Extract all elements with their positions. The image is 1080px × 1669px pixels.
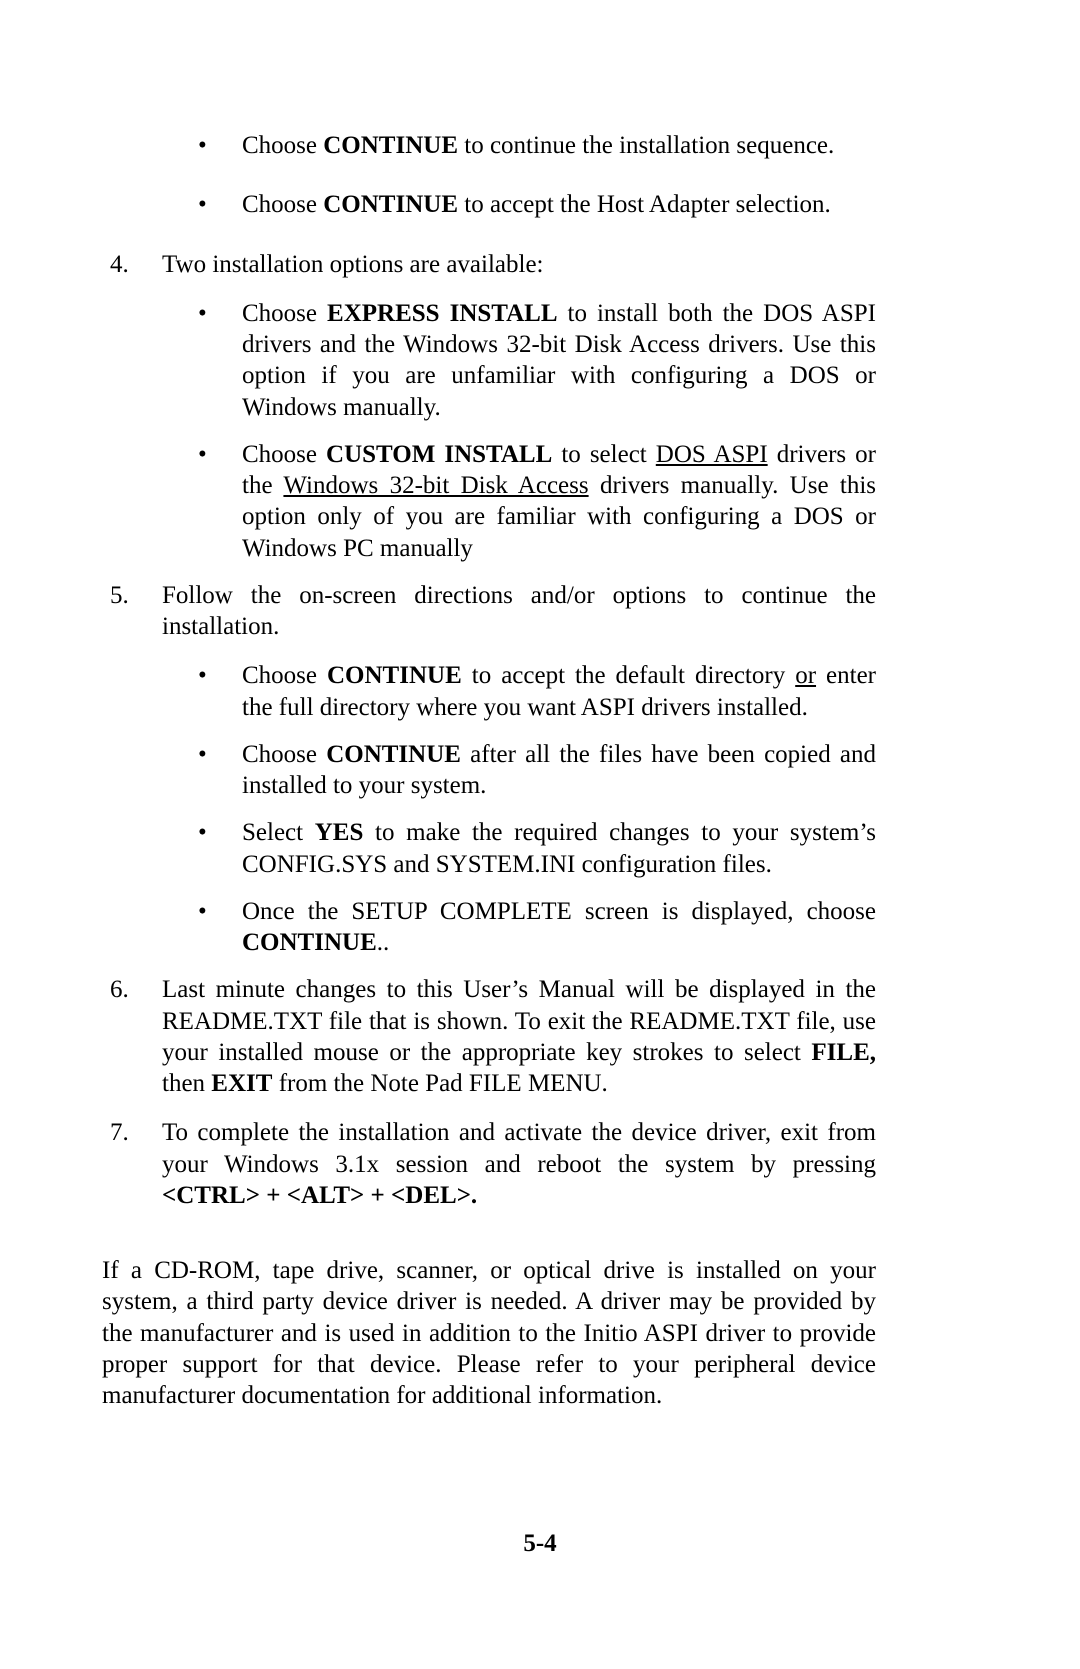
text-run: to continue the installation sequence. bbox=[458, 132, 834, 159]
list-item: •Choose CONTINUE to accept the Host Adap… bbox=[198, 189, 876, 220]
item-text: Follow the on-screen directions and/or o… bbox=[162, 580, 876, 643]
list-item-text: Once the SETUP COMPLETE screen is displa… bbox=[242, 896, 876, 959]
list-item-text: Choose CONTINUE after all the files have… bbox=[242, 739, 876, 802]
item-text: Last minute changes to this User’s Manua… bbox=[162, 974, 876, 1099]
text-run: Last minute changes to this User’s Manua… bbox=[162, 976, 876, 1066]
text-run: Choose bbox=[242, 741, 326, 768]
text-run: CONTINUE bbox=[323, 191, 458, 218]
bullet-icon: • bbox=[198, 817, 242, 880]
text-run: EXPRESS INSTALL bbox=[327, 300, 557, 327]
numbered-item: 6.Last minute changes to this User’s Man… bbox=[102, 974, 876, 1099]
bullet-icon: • bbox=[198, 896, 242, 959]
list-item-text: Select YES to make the required changes … bbox=[242, 817, 876, 880]
item-number: 6. bbox=[102, 974, 162, 1099]
text-run: CUSTOM INSTALL bbox=[326, 441, 552, 468]
text-run: from the Note Pad FILE MENU. bbox=[272, 1070, 607, 1097]
text-run: Two installation options are available: bbox=[162, 251, 543, 278]
bullet-icon: • bbox=[198, 298, 242, 423]
text-run: or bbox=[795, 662, 816, 689]
list-item: •Select YES to make the required changes… bbox=[198, 817, 876, 880]
list-item-text: Choose CONTINUE to accept the Host Adapt… bbox=[242, 189, 876, 220]
item-number: 4. bbox=[102, 249, 162, 280]
bullet-icon: • bbox=[198, 439, 242, 564]
text-run: Once the SETUP COMPLETE screen is displa… bbox=[242, 898, 876, 925]
footer-paragraph: If a CD-ROM, tape drive, scanner, or opt… bbox=[102, 1255, 876, 1411]
text-run: Choose bbox=[242, 132, 323, 159]
text-run: Choose bbox=[242, 191, 323, 218]
list-item-text: Choose EXPRESS INSTALL to install both t… bbox=[242, 298, 876, 423]
sub-bullet-list: •Choose CONTINUE to accept the default d… bbox=[198, 660, 876, 958]
text-run: FILE, bbox=[811, 1039, 876, 1066]
list-item-text: Choose CONTINUE to continue the installa… bbox=[242, 130, 876, 161]
text-run: Windows 32-bit Disk Access bbox=[283, 472, 588, 499]
text-run: Choose bbox=[242, 300, 327, 327]
numbered-item: 4.Two installation options are available… bbox=[102, 249, 876, 280]
text-run: CONTINUE bbox=[327, 662, 462, 689]
list-item-text: Choose CONTINUE to accept the default di… bbox=[242, 660, 876, 723]
item-text: Two installation options are available: bbox=[162, 249, 876, 280]
page-number: 5-4 bbox=[0, 1528, 1080, 1559]
text-run: CONTINUE bbox=[242, 929, 377, 956]
text-run: Follow the on-screen directions and/or o… bbox=[162, 582, 876, 640]
numbered-item: 7.To complete the installation and activ… bbox=[102, 1117, 876, 1211]
text-run: .. bbox=[377, 929, 390, 956]
text-run: to accept the Host Adapter selection. bbox=[458, 191, 831, 218]
item-number: 5. bbox=[102, 580, 162, 643]
text-run: To complete the installation and activat… bbox=[162, 1119, 876, 1177]
text-run: <CTRL> + <ALT> + <DEL>. bbox=[162, 1182, 477, 1209]
bullet-icon: • bbox=[198, 739, 242, 802]
text-run: to accept the default directory bbox=[462, 662, 795, 689]
item-number: 7. bbox=[102, 1117, 162, 1211]
list-item: •Choose EXPRESS INSTALL to install both … bbox=[198, 298, 876, 423]
list-item: •Once the SETUP COMPLETE screen is displ… bbox=[198, 896, 876, 959]
document-page: •Choose CONTINUE to continue the install… bbox=[0, 0, 1080, 1669]
text-run: Choose bbox=[242, 441, 326, 468]
text-run: EXIT bbox=[211, 1070, 272, 1097]
text-run: If a CD-ROM, tape drive, scanner, or opt… bbox=[102, 1257, 876, 1409]
text-run: YES bbox=[315, 819, 364, 846]
text-run: CONTINUE bbox=[326, 741, 461, 768]
list-item: •Choose CONTINUE to accept the default d… bbox=[198, 660, 876, 723]
text-run: then bbox=[162, 1070, 211, 1097]
text-run: DOS ASPI bbox=[656, 441, 768, 468]
top-bullet-list: •Choose CONTINUE to continue the install… bbox=[198, 130, 876, 221]
text-run: Select bbox=[242, 819, 315, 846]
list-item-text: Choose CUSTOM INSTALL to select DOS ASPI… bbox=[242, 439, 876, 564]
item-text: To complete the installation and activat… bbox=[162, 1117, 876, 1211]
sub-bullet-list: •Choose EXPRESS INSTALL to install both … bbox=[198, 298, 876, 564]
bullet-icon: • bbox=[198, 660, 242, 723]
bullet-icon: • bbox=[198, 130, 242, 161]
list-item: •Choose CONTINUE after all the files hav… bbox=[198, 739, 876, 802]
text-run: CONTINUE bbox=[323, 132, 458, 159]
page-content: •Choose CONTINUE to continue the install… bbox=[102, 130, 876, 1411]
list-item: •Choose CUSTOM INSTALL to select DOS ASP… bbox=[198, 439, 876, 564]
list-item: •Choose CONTINUE to continue the install… bbox=[198, 130, 876, 161]
text-run: to select bbox=[552, 441, 656, 468]
text-run: Choose bbox=[242, 662, 327, 689]
numbered-item: 5.Follow the on-screen directions and/or… bbox=[102, 580, 876, 643]
bullet-icon: • bbox=[198, 189, 242, 220]
numbered-list: 4.Two installation options are available… bbox=[102, 249, 876, 1212]
